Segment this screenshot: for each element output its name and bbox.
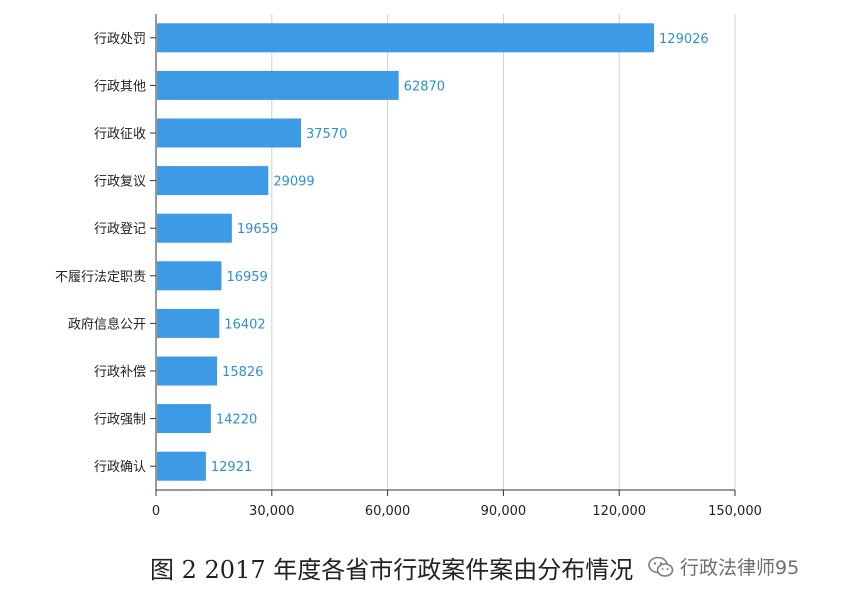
x-tick-label: 150,000 — [708, 504, 762, 519]
data-label: 12921 — [211, 460, 252, 475]
bar — [157, 118, 302, 148]
wechat-icon — [648, 556, 674, 577]
bar — [157, 213, 232, 243]
x-tick-label: 30,000 — [249, 504, 295, 519]
bar — [157, 308, 220, 338]
bar — [157, 70, 399, 100]
category-label: 政府信息公开 — [68, 316, 146, 332]
category-label: 行政复议 — [94, 175, 146, 190]
figure-caption: 图 2 2017 年度各省市行政案件案由分布情况 — [150, 556, 634, 584]
data-label: 62870 — [404, 79, 445, 94]
bar-chart: 129026 行政处罚 62870 行政其他 37570 行政征收 29099 行政复议 196… — [55, 14, 762, 519]
category-label: 行政征收 — [94, 127, 146, 142]
watermark: 行政法律师95 — [648, 553, 799, 580]
category-label: 行政确认 — [94, 460, 146, 475]
bar — [157, 404, 211, 434]
bar — [157, 451, 206, 481]
bar — [157, 261, 222, 291]
category-label: 行政其他 — [94, 79, 146, 94]
data-label: 29099 — [273, 175, 314, 190]
x-tick-label: 120,000 — [592, 504, 646, 519]
data-label: 16402 — [224, 317, 265, 332]
category-label: 不履行法定职责 — [55, 270, 146, 285]
data-label: 129026 — [659, 32, 709, 47]
x-tick-label: 60,000 — [365, 504, 411, 519]
data-label: 16959 — [226, 270, 267, 285]
category-label: 行政登记 — [94, 222, 146, 237]
bar — [157, 23, 655, 53]
data-label: 14220 — [216, 413, 257, 428]
x-tick-label: 0 — [152, 504, 160, 519]
category-label: 行政强制 — [94, 413, 146, 428]
chart-svg: 129026 行政处罚 62870 行政其他 37570 行政征收 29099 行政复议 196… — [55, 14, 762, 519]
bar — [157, 166, 269, 196]
category-label: 行政处罚 — [94, 32, 146, 47]
data-label: 19659 — [237, 222, 278, 237]
x-tick-label: 90,000 — [481, 504, 527, 519]
watermark-text: 行政法律师95 — [680, 557, 800, 579]
data-label: 15826 — [222, 365, 263, 380]
bar — [157, 356, 218, 386]
category-label: 行政补偿 — [94, 365, 146, 380]
data-label: 37570 — [306, 127, 347, 142]
